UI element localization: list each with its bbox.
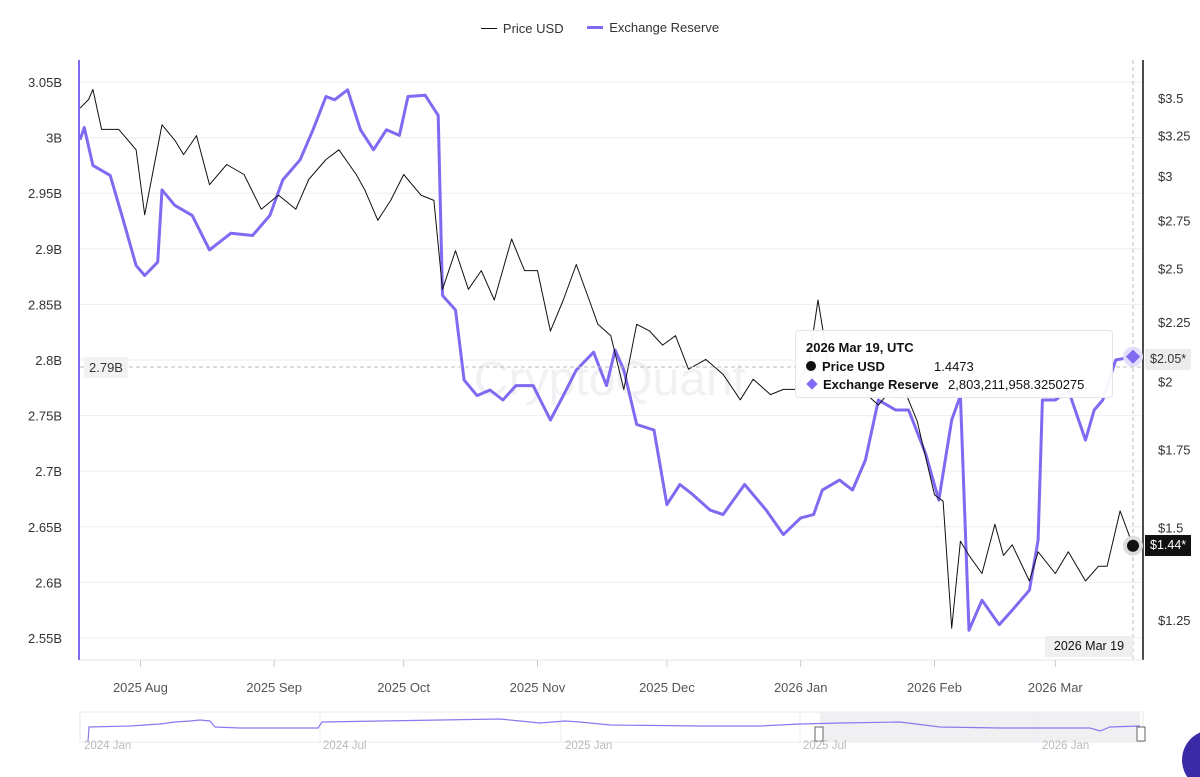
right-axis-tick-label: $2.75 bbox=[1158, 213, 1191, 228]
x-axis-tick-label: 2025 Aug bbox=[113, 680, 168, 695]
chat-button[interactable] bbox=[1182, 730, 1200, 777]
x-axis-tick-label: 2025 Nov bbox=[510, 680, 566, 695]
price-badge: $1.44* bbox=[1145, 535, 1192, 556]
left-axis-tick-label: 2.55B bbox=[28, 631, 62, 646]
x-axis-tick-label: 2025 Sep bbox=[246, 680, 302, 695]
legend: Price USD Exchange Reserve bbox=[0, 17, 1200, 36]
left-axis-tick-label: 2.95B bbox=[28, 186, 62, 201]
tooltip-title: 2026 Mar 19, UTC bbox=[806, 340, 914, 355]
left-axis-tick-label: 2.8B bbox=[35, 353, 62, 368]
reserve-line-swatch-icon bbox=[587, 26, 604, 29]
x-axis-tick-label: 2026 Mar bbox=[1028, 680, 1084, 695]
right-axis-tick-label: $2.25 bbox=[1158, 315, 1191, 330]
right-axis-tick-label: $3 bbox=[1158, 169, 1172, 184]
crosshair-right-value: $2.05* bbox=[1145, 349, 1192, 370]
navigator-label: 2024 Jan bbox=[84, 740, 132, 752]
diamond-icon bbox=[806, 378, 818, 390]
crosshair-left-value: 2.79B bbox=[84, 357, 128, 378]
legend-item-price[interactable]: Price USD bbox=[480, 21, 564, 36]
right-axis-ticks: $3.5 $3.25 $3 $2.75 $2.5 $2.25 $2 $1.75 $1.5 $1.2… bbox=[1158, 91, 1191, 628]
reserve-hover-point bbox=[1125, 349, 1141, 364]
legend-label: Exchange Reserve bbox=[609, 20, 720, 35]
right-axis-tick-label: $1.75 bbox=[1158, 442, 1191, 457]
left-axis-tick-label: 2.85B bbox=[28, 297, 62, 312]
x-axis-tick-label: 2026 Jan bbox=[774, 680, 828, 695]
crosshair-date: 2026 Mar 19 bbox=[1045, 636, 1133, 657]
right-axis-tick-label: $1.25 bbox=[1158, 613, 1191, 628]
tooltip-value: 1.4473 bbox=[934, 358, 974, 374]
left-axis-tick-label: 2.75B bbox=[28, 409, 62, 424]
navigator-label: 2026 Jan bbox=[1042, 740, 1090, 752]
tooltip-row-reserve: Exchange Reserve 2,803,211,958.3250275 bbox=[806, 375, 1102, 393]
left-axis-tick-label: 3.05B bbox=[28, 75, 62, 90]
series-exchange-reserve bbox=[78, 88, 1134, 632]
price-hover-point bbox=[1127, 539, 1139, 552]
series-price-usd bbox=[79, 88, 1134, 629]
tooltip: 2026 Mar 19, UTC Price USD 1.4473 Exchang… bbox=[795, 330, 1113, 398]
navigator-selection[interactable] bbox=[820, 712, 1140, 742]
right-axis-tick-label: $3.5 bbox=[1158, 91, 1183, 106]
navigator-label: 2025 Jan bbox=[565, 740, 613, 752]
left-axis-tick-label: 2.65B bbox=[28, 520, 62, 535]
x-axis-ticks: 2025 Aug 2025 Sep 2025 Oct 2025 Nov 2025 Dec… bbox=[113, 660, 1084, 695]
left-axis-tick-label: 2.9B bbox=[35, 242, 62, 257]
tooltip-label: Price USD bbox=[822, 358, 885, 374]
tooltip-label: Exchange Reserve bbox=[823, 376, 939, 392]
right-axis-tick-label: $3.25 bbox=[1158, 129, 1191, 144]
x-axis-tick-label: 2026 Feb bbox=[907, 680, 962, 695]
x-axis-tick-label: 2025 Oct bbox=[377, 680, 430, 695]
tooltip-value: 2,803,211,958.3250275 bbox=[948, 376, 1085, 392]
navigator-right-handle[interactable] bbox=[1136, 726, 1146, 742]
x-axis-tick-label: 2025 Dec bbox=[639, 680, 695, 695]
legend-item-reserve[interactable]: Exchange Reserve bbox=[587, 20, 719, 35]
left-axis-ticks: 3.05B 3B 2.95B 2.9B 2.85B 2.8B 2.75B 2.7B 2.65B 2… bbox=[28, 75, 62, 646]
navigator-series bbox=[87, 718, 1141, 743]
left-axis-tick-label: 3B bbox=[46, 131, 62, 146]
navigator-label: 2024 Jul bbox=[323, 740, 367, 752]
legend-label: Price USD bbox=[502, 21, 564, 36]
right-axis-tick-label: $2.5 bbox=[1158, 262, 1183, 277]
left-axis-tick-label: 2.6B bbox=[35, 575, 62, 590]
right-axis-tick-label: $2 bbox=[1158, 375, 1172, 390]
price-line-swatch-icon bbox=[480, 28, 497, 29]
navigator-left-handle[interactable] bbox=[814, 726, 824, 742]
right-axis-tick-label: $1.5 bbox=[1158, 521, 1183, 536]
navigator-label: 2025 Jul bbox=[803, 740, 847, 752]
hover-markers bbox=[1123, 346, 1143, 556]
circle-icon bbox=[806, 361, 816, 371]
left-axis-tick-label: 2.7B bbox=[35, 464, 62, 479]
watermark: CryptoQuant bbox=[474, 353, 746, 406]
tooltip-row-price: Price USD 1.4473 bbox=[806, 357, 1102, 375]
